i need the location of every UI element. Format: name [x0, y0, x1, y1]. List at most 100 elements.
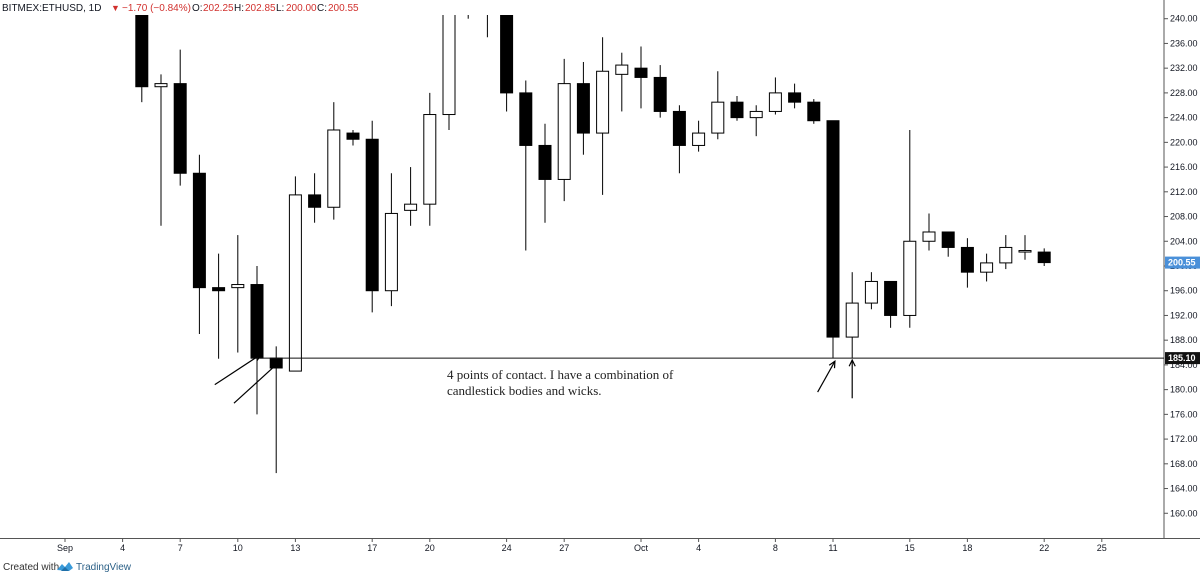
candle-up — [749, 105, 763, 137]
high-value: 202.85 — [245, 3, 276, 14]
arrow-shaft — [817, 360, 836, 393]
candle-body — [999, 246, 1013, 264]
y-tick-label: 184.00 — [1170, 360, 1198, 370]
candle-body — [730, 101, 744, 119]
last-price-tag: 200.55 — [1165, 256, 1200, 269]
arrows — [214, 353, 856, 404]
candle-down — [135, 15, 149, 103]
candle-body — [346, 132, 360, 140]
arrow-head — [253, 353, 262, 361]
candle-down — [960, 238, 974, 288]
candle-down — [308, 173, 322, 223]
candle-up — [327, 102, 341, 220]
annotation-line-2: candlestick bodies and wicks. — [447, 383, 602, 398]
y-tick-label: 188.00 — [1170, 335, 1198, 345]
x-tick-label: 11 — [828, 543, 837, 553]
candle-down — [538, 123, 552, 223]
candle-down — [634, 46, 648, 109]
candle-up — [768, 77, 782, 115]
candle-up — [692, 120, 706, 152]
open-label: O: — [192, 3, 203, 14]
candle-up — [154, 74, 168, 226]
annotation: 4 points of contact. I have a combinatio… — [447, 367, 674, 398]
candle-up — [442, 15, 456, 130]
candle-down — [826, 120, 840, 359]
support-price-label: 185.10 — [1168, 353, 1196, 363]
arrow-shaft — [214, 353, 262, 386]
arrow-shaft — [233, 360, 281, 404]
down-triangle-icon: ▼ — [111, 3, 120, 13]
candle-body — [807, 101, 821, 122]
candle-body — [231, 284, 245, 289]
y-tick-label: 224.00 — [1170, 113, 1198, 123]
candle-down — [212, 253, 226, 359]
candle-down — [1037, 248, 1051, 266]
y-tick-label: 240.00 — [1170, 14, 1198, 24]
header-legend: BITMEX:ETHUSD, 1D ▼ −1.70 (−0.84%) O: 20… — [2, 3, 359, 14]
y-tick-label: 204.00 — [1170, 236, 1198, 246]
candle-up — [999, 235, 1013, 270]
x-tick-label: Oct — [634, 543, 649, 553]
low-label: L: — [276, 3, 284, 14]
candle-down — [173, 49, 187, 186]
candle-down — [788, 83, 802, 109]
candle-up — [288, 176, 302, 372]
x-tick-label: 27 — [559, 543, 569, 553]
y-tick-label: 236.00 — [1170, 38, 1198, 48]
y-tick-label: 212.00 — [1170, 187, 1198, 197]
candle-body — [1037, 251, 1051, 264]
y-tick-label: 180.00 — [1170, 385, 1198, 395]
arrow-head — [848, 358, 856, 367]
x-tick-label: 17 — [367, 543, 377, 553]
candle-up — [845, 272, 859, 359]
candle-up — [231, 235, 245, 353]
candle-body — [269, 357, 283, 369]
candle-down — [346, 129, 360, 146]
candle-body — [980, 262, 994, 273]
candle-body — [288, 194, 302, 372]
candle-body — [192, 172, 206, 289]
candle-body — [788, 92, 802, 103]
candle-body — [672, 110, 686, 146]
candle-body — [884, 280, 898, 316]
y-tick-label: 208.00 — [1170, 212, 1198, 222]
candle-body — [749, 110, 763, 119]
candle-up — [864, 272, 878, 310]
y-tick-label: 168.00 — [1170, 459, 1198, 469]
y-tick-label: 176.00 — [1170, 409, 1198, 419]
candle-body — [1018, 250, 1032, 253]
candle-body — [442, 15, 456, 116]
arrow-head — [273, 360, 282, 368]
footer: Created with TradingView — [3, 562, 132, 573]
candle-body — [711, 101, 725, 134]
candle-up — [980, 253, 994, 282]
x-tick-label: 25 — [1097, 543, 1107, 553]
candle-up — [596, 37, 610, 195]
candle-up — [1018, 235, 1032, 260]
candle-down — [250, 265, 264, 415]
candle-body — [538, 144, 552, 180]
arrow-icon — [214, 353, 262, 386]
candle-up — [922, 213, 936, 251]
y-tick-label: 232.00 — [1170, 63, 1198, 73]
candle-body — [864, 280, 878, 304]
candle-body — [500, 15, 514, 94]
symbol-label: BITMEX:ETHUSD, 1D — [2, 3, 101, 14]
candle-body — [173, 83, 187, 174]
candle-body — [250, 284, 264, 359]
high-label: H: — [234, 3, 244, 14]
y-tick-label: 196.00 — [1170, 286, 1198, 296]
candle-body — [327, 129, 341, 208]
x-tick-label: 7 — [178, 543, 183, 553]
candles — [135, 15, 1051, 474]
x-tick-label: 13 — [290, 543, 300, 553]
arrow-icon — [848, 358, 856, 399]
candle-body — [365, 138, 379, 292]
candle-body — [922, 231, 936, 242]
candle-body — [845, 302, 859, 338]
x-tick-label: 15 — [905, 543, 915, 553]
candle-body — [519, 92, 533, 146]
candle-body — [384, 212, 398, 292]
y-tick-label: 160.00 — [1170, 508, 1198, 518]
candle-up — [903, 129, 917, 328]
